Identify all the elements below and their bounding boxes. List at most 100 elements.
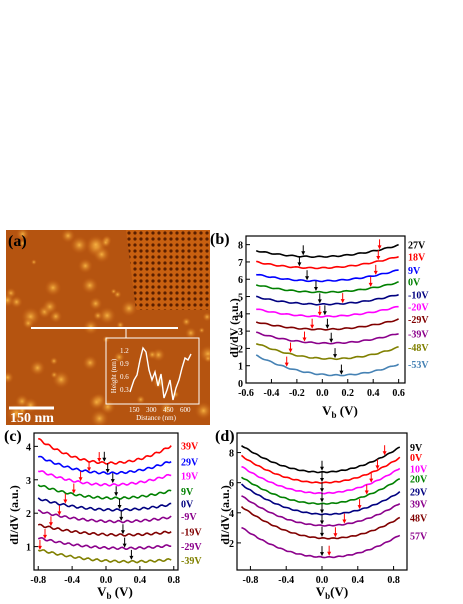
afm-grain [70,235,89,255]
x-tick-label: 0.2 [342,388,355,399]
spectrum-line-0V [240,454,401,484]
spectrum-line-10V [241,465,401,495]
panel-b: (b) dI/dV (a.u.) Vb (V) -0.6 -0.4 -0.2 0.0 0… [210,228,463,420]
black-arrowhead [317,299,322,304]
spectrum-line--29V [37,536,172,551]
black-arrowhead [297,262,302,267]
x-tick-label: 0.8 [387,575,400,586]
x-tick-label: 0.0 [100,575,113,586]
series-label: 57V [410,531,428,542]
series-label: 39V [410,500,428,511]
afm-grain [93,310,103,321]
spectrum-line-20V [241,476,401,505]
series-label: 39V [181,442,199,453]
spectrum-line-19V [38,470,172,487]
red-arrowhead [310,324,315,329]
chart-b: (b) dI/dV (a.u.) Vb (V) -0.6 -0.4 -0.2 0.0 0… [210,231,429,420]
spectrum-line-9V [256,269,399,283]
black-arrowhead [117,505,122,510]
y-axis-label: dI/dV (a.u.) [218,485,232,544]
x-tick-label: 0.8 [168,575,181,586]
black-arrowhead [313,287,318,292]
inset-ytick: 0.3 [120,386,129,394]
y-tick-label: 2 [229,539,234,550]
afm-grain [29,359,46,376]
afm-grain [113,351,125,363]
y-tick-label: 3 [26,476,31,487]
x-tick-label: 0.4 [134,575,147,586]
red-arrowhead [48,522,53,527]
inset-xtick: 600 [180,406,191,414]
red-arrowhead [71,489,76,494]
inset-ylabel: Height (nm) [110,358,118,393]
chart-c: (c) dI/dV (a.u.) Vb (V) -0.8 -0.4 0.0 0.4 0.… [4,428,202,601]
x-axis-label: Vb (V) [322,403,358,418]
black-arrowhead [329,338,334,343]
y-tick-label: 2 [26,509,31,520]
spectrum-line--53V [255,354,400,377]
spectrum-line-39V [38,437,172,465]
series-label: 9V [181,487,194,498]
red-arrowhead [369,478,374,483]
series-label: 29V [181,458,199,469]
afm-grain [18,239,28,248]
red-arrowhead [317,311,322,316]
spectrum-line--39V [256,331,399,345]
afm-grain [88,296,103,311]
y-tick-label: 5 [238,293,243,304]
x-tick-label: 0.0 [316,575,329,586]
y-axis-label: dI/dV (a.u.) [7,485,21,544]
black-arrowhead [114,492,119,497]
spectrum-line-29V [38,455,172,475]
red-arrowhead [373,270,378,275]
x-tick-label: -0.6 [238,388,254,399]
inset-ytick: 0.9 [120,360,129,368]
series-label: 9V [410,443,423,454]
afm-grain [44,279,62,297]
series-label: -19V [181,528,202,539]
series-label: 20V [410,475,428,486]
black-arrowhead [102,457,107,462]
series-label: 48V [410,513,428,524]
x-tick-label: 0.6 [392,388,405,399]
red-arrowhead [375,465,380,470]
black-arrowhead [339,370,344,375]
black-arrowhead [105,469,110,474]
inset-xtick: 150 [129,406,140,414]
red-arrowhead [340,299,345,304]
red-arrowhead [377,245,382,250]
spectrum-line-0V [255,280,399,294]
panel-label: (a) [8,233,27,250]
red-arrowhead [327,551,332,556]
inset-ytick: 1.2 [120,347,129,355]
series-label: -48V [408,343,429,354]
series-label: 19V [181,471,199,482]
x-axis-label: Vb (V) [97,584,133,599]
y-tick-label: 3 [238,327,243,338]
afm-grain [42,298,58,315]
black-arrowhead [119,516,124,521]
afm-grain [10,295,23,309]
spectrum-line-9V [241,444,401,474]
black-arrowhead [110,479,115,484]
afm-grain [147,349,158,360]
x-tick-label: -0.8 [242,575,258,586]
red-arrowhead [368,282,373,287]
afm-grain [30,259,37,266]
y-tick-label: 6 [238,275,243,286]
series-label: -39V [181,556,202,567]
y-tick-label: 8 [238,241,243,252]
spectrum-line--39V [37,549,172,564]
red-arrowhead [333,533,338,538]
afm-grain [60,228,76,243]
red-arrowhead [43,534,48,539]
spectrum-line--19V [37,523,172,537]
afm-grain [120,300,138,317]
inset-xtick: 300 [146,406,157,414]
afm-grain [202,312,212,322]
afm-grain [181,317,192,327]
y-tick-label: 1 [26,543,31,554]
afm-grain [198,327,205,334]
panel-label: (b) [210,231,230,248]
series-label: 18V [408,253,426,264]
